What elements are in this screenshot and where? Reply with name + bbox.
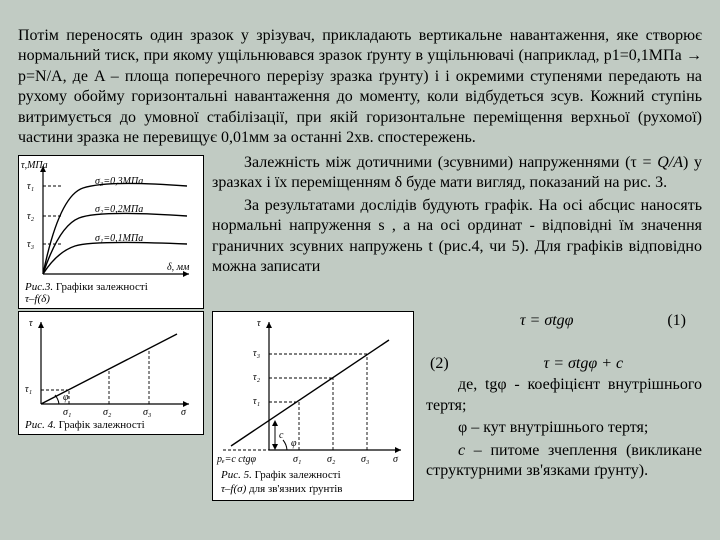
equation-1: τ = σtgφ (1) xyxy=(426,309,702,332)
svg-text:φ: φ xyxy=(63,392,69,403)
svg-text:σ₃: σ₃ xyxy=(361,454,370,465)
svg-text:Рис.3. Графіки залежності: Рис.3. Графіки залежності xyxy=(24,281,148,293)
row-fig3: τ,МПа τ₁ τ₂ τ₃ σ₃=0,3МПа σ₂=0,2МПа σ₁=0,… xyxy=(18,153,702,309)
svg-text:σ₃=0,3МПа: σ₃=0,3МПа xyxy=(95,176,143,187)
mid-text-1: Залежність між дотичними (зсувними) напр… xyxy=(212,153,702,278)
svg-text:σ₁: σ₁ xyxy=(63,407,71,418)
equation-2: (2) τ = σtgφ + c xyxy=(426,352,702,375)
svg-text:τ₃: τ₃ xyxy=(253,348,261,359)
svg-text:σ: σ xyxy=(393,454,399,465)
svg-text:σ₂=0,2МПа: σ₂=0,2МПа xyxy=(95,204,143,215)
def-tgphi: де, tgφ - коефіцієнт внутрішнього тертя; xyxy=(426,376,702,413)
def-c: – питоме зчеплення (викликане структурни… xyxy=(426,442,702,479)
svg-text:σ₃: σ₃ xyxy=(143,407,152,418)
figure-4: τ τ₁ φ σ₁ σ₂ σ₃ σ Рис. 4. Графік залежно… xyxy=(18,311,204,435)
svg-text:τ₂: τ₂ xyxy=(253,372,261,383)
def-phi: φ – кут внутрішнього тертя; xyxy=(458,419,648,436)
equations-block: τ = σtgφ (1) (2) τ = σtgφ + c де, tgφ - … xyxy=(422,309,702,484)
svg-text:σ: σ xyxy=(181,407,187,418)
svg-text:τ₁: τ₁ xyxy=(27,181,34,192)
svg-text:δ, мм: δ, мм xyxy=(167,262,190,273)
svg-text:σ₂: σ₂ xyxy=(103,407,112,418)
figure-3: τ,МПа τ₁ τ₂ τ₃ σ₃=0,3МПа σ₂=0,2МПа σ₁=0,… xyxy=(18,155,204,309)
svg-text:τ,МПа: τ,МПа xyxy=(21,160,48,171)
row-fig4-5: τ τ₁ φ σ₁ σ₂ σ₃ σ Рис. 4. Графік залежно… xyxy=(18,309,702,501)
svg-text:Рис. 5. Графік залежності: Рис. 5. Графік залежності xyxy=(220,469,341,481)
svg-text:τ₁: τ₁ xyxy=(25,384,32,395)
figure-5: τ τ₃ τ₂ τ₁ c φ σ₁ σ₂ σ₃ σ pₑ=c ctgφ Рис.… xyxy=(212,311,414,501)
svg-text:τ–f(σ) для зв'язних ґрунтів: τ–f(σ) для зв'язних ґрунтів xyxy=(221,483,343,495)
svg-text:σ₁=0,1МПа: σ₁=0,1МПа xyxy=(95,233,143,244)
svg-text:σ₂: σ₂ xyxy=(327,454,336,465)
svg-text:τ: τ xyxy=(29,318,33,329)
top-paragraph: Потім переносять один зразок у зрізувач,… xyxy=(18,26,702,149)
svg-text:τ₃: τ₃ xyxy=(27,239,35,250)
svg-text:σ₁: σ₁ xyxy=(293,454,301,465)
svg-text:τ₂: τ₂ xyxy=(27,211,35,222)
svg-text:φ: φ xyxy=(291,438,297,449)
svg-text:τ–f(δ): τ–f(δ) xyxy=(25,293,50,305)
svg-text:τ₁: τ₁ xyxy=(253,396,260,407)
svg-text:c: c xyxy=(279,430,284,441)
svg-text:Рис. 4. Графік залежності: Рис. 4. Графік залежності xyxy=(24,419,145,431)
svg-text:pₑ=c ctgφ: pₑ=c ctgφ xyxy=(216,454,257,465)
svg-text:τ: τ xyxy=(257,318,261,329)
